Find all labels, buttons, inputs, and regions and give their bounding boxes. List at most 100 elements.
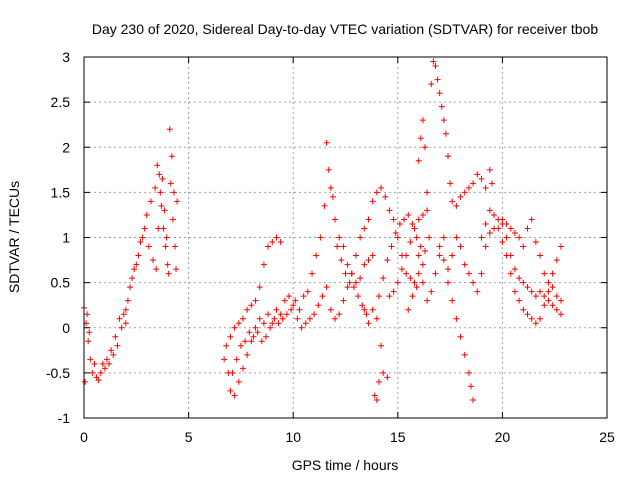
data-point <box>495 225 502 232</box>
data-point <box>344 261 351 268</box>
y-tick-label: 2.5 <box>51 94 71 110</box>
data-point <box>317 234 324 241</box>
y-tick-label: 2 <box>62 139 70 155</box>
data-point <box>338 257 345 264</box>
data-point <box>405 211 412 218</box>
data-point <box>482 184 489 191</box>
data-point <box>86 329 93 336</box>
data-point <box>231 324 238 331</box>
data-point <box>223 342 230 349</box>
x-tick-label: 15 <box>390 429 406 445</box>
data-point <box>155 225 162 232</box>
data-point <box>440 117 447 124</box>
data-point <box>413 284 420 291</box>
data-point <box>457 193 464 200</box>
data-point <box>470 279 477 286</box>
data-point <box>165 270 172 277</box>
y-tick-labels: -1 -0.5 0 0.5 1 1.5 2 2.5 3 <box>46 49 70 426</box>
data-point <box>114 342 121 349</box>
data-point <box>158 202 165 209</box>
data-point <box>549 302 556 309</box>
chart-title: Day 230 of 2020, Sidereal Day-to-day VTE… <box>92 21 599 37</box>
data-point <box>154 162 161 169</box>
data-point <box>233 356 240 363</box>
data-point <box>265 311 272 318</box>
data-point <box>323 139 330 146</box>
data-point <box>373 189 380 196</box>
data-point <box>332 315 339 322</box>
data-point <box>537 315 544 322</box>
data-point <box>319 293 326 300</box>
data-point <box>465 369 472 376</box>
data-point <box>332 216 339 223</box>
data-point <box>516 234 523 241</box>
data-point <box>281 297 288 304</box>
data-point <box>528 288 535 295</box>
data-point <box>499 239 506 246</box>
data-point <box>537 288 544 295</box>
data-point <box>275 320 282 327</box>
data-point <box>174 198 181 205</box>
data-point <box>129 275 136 282</box>
data-point <box>371 392 378 399</box>
x-tick-label: 25 <box>599 429 615 445</box>
data-point <box>432 270 439 277</box>
data-point <box>169 216 176 223</box>
data-point <box>417 243 424 250</box>
data-point <box>545 297 552 304</box>
data-point <box>127 284 134 291</box>
data-point <box>553 257 560 264</box>
data-point <box>327 306 334 313</box>
data-point <box>373 396 380 403</box>
data-point <box>528 216 535 223</box>
data-point <box>486 166 493 173</box>
data-point <box>221 356 228 363</box>
data-point <box>382 193 389 200</box>
data-point <box>411 279 418 286</box>
data-point <box>524 284 531 291</box>
data-point <box>398 266 405 273</box>
data-point <box>348 270 355 277</box>
data-point <box>244 306 251 313</box>
data-point <box>503 252 510 259</box>
data-point <box>254 329 261 336</box>
data-point <box>415 270 422 277</box>
y-tick-label: 1.5 <box>51 184 71 200</box>
data-point <box>352 279 359 286</box>
data-point <box>309 270 316 277</box>
data-point <box>296 306 303 313</box>
data-point <box>361 261 368 268</box>
data-point <box>428 288 435 295</box>
data-point <box>229 369 236 376</box>
data-point <box>246 329 253 336</box>
data-point <box>82 378 89 385</box>
data-point <box>442 130 449 137</box>
data-point <box>260 261 267 268</box>
data-point <box>380 275 387 282</box>
data-point <box>147 198 154 205</box>
data-point <box>503 234 510 241</box>
y-tick-label: 0.5 <box>51 275 71 291</box>
data-point <box>394 279 401 286</box>
data-point <box>108 347 115 354</box>
data-point <box>265 243 272 250</box>
data-point <box>346 279 353 286</box>
data-point <box>445 266 452 273</box>
data-point <box>242 338 249 345</box>
grid-lines <box>84 57 607 418</box>
data-point <box>396 220 403 227</box>
data-point <box>491 211 498 218</box>
data-point <box>124 297 131 304</box>
data-point <box>373 315 380 322</box>
data-point <box>277 239 284 246</box>
data-point <box>237 342 244 349</box>
data-point <box>157 189 164 196</box>
data-point <box>461 261 468 268</box>
data-point <box>250 333 257 340</box>
data-point <box>549 270 556 277</box>
x-tick-label: 20 <box>495 429 511 445</box>
data-point <box>447 180 454 187</box>
data-point <box>528 315 535 322</box>
y-axis-label: SDTVAR / TECUs <box>6 181 22 293</box>
data-point <box>478 270 485 277</box>
